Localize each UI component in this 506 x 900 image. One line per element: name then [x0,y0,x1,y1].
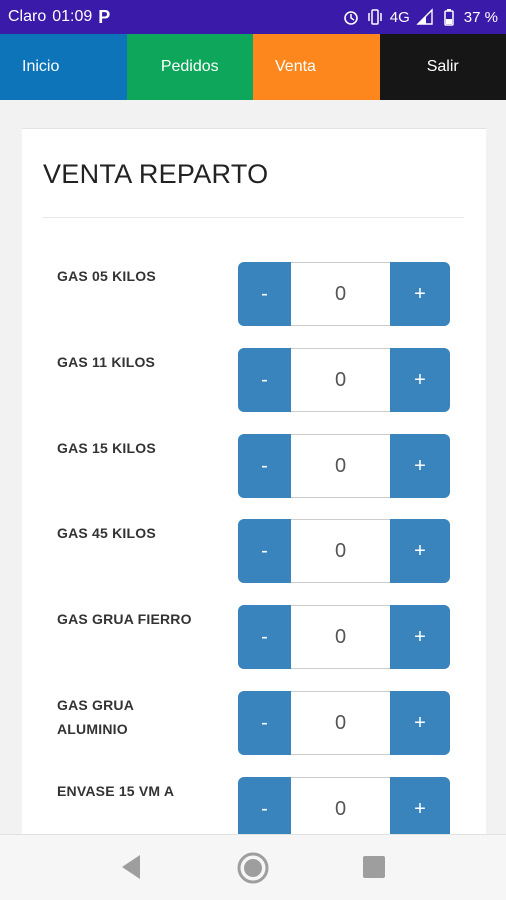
product-label: GAS 11 KILOS [57,354,156,370]
product-label: GAS 05 KILOS [57,268,156,284]
decrement-button[interactable]: - [238,348,291,412]
back-icon[interactable] [118,851,144,883]
parking-app-icon: P [98,7,111,27]
recents-icon[interactable] [363,856,385,878]
product-label: GAS 45 KILOS [57,525,156,541]
product-row: ENVASE 15 VM A - 0 + [22,777,486,834]
nav-pedidos[interactable]: Pedidos [126,34,253,100]
product-label: GAS 15 KILOS [57,440,156,456]
product-label: GAS GRUA FIERRO [57,611,192,627]
product-label: ENVASE 15 VM A [57,783,175,799]
product-row: GAS 15 KILOS - 0 + [22,434,486,500]
sale-card: VENTA REPARTO GAS 05 KILOS - 0 + GAS 11 … [22,128,486,834]
alarm-icon [343,11,358,25]
decrement-button[interactable]: - [238,605,291,669]
product-row: GAS 45 KILOS - 0 + [22,519,486,585]
clock: 01:09 [52,8,93,25]
battery-level: 37 % [463,8,498,26]
product-row: GAS GRUA FIERRO - 0 + [22,605,486,671]
network-type: 4G [389,8,410,26]
quantity-input[interactable]: 0 [291,262,390,326]
quantity-input[interactable]: 0 [291,605,390,669]
decrement-button[interactable]: - [238,691,291,755]
battery-icon [444,9,454,26]
quantity-input[interactable]: 0 [291,519,390,583]
product-row: GAS 05 KILOS - 0 + [22,262,486,328]
quantity-input[interactable]: 0 [291,777,390,834]
quantity-stepper: - 0 + [238,519,450,583]
main-navbar: Inicio Pedidos Venta Salir [0,34,506,100]
nav-inicio[interactable]: Inicio [0,34,127,100]
increment-button[interactable]: + [390,605,450,669]
increment-button[interactable]: + [390,348,450,412]
decrement-button[interactable]: - [238,434,291,498]
decrement-button[interactable]: - [238,777,291,834]
nav-venta[interactable]: Venta [253,34,380,100]
vibrate-icon [368,9,382,25]
carrier-name: Claro [8,8,47,25]
system-navigation-bar [0,834,506,900]
increment-button[interactable]: + [390,691,450,755]
product-label: GAS GRUA ALUMINIO [57,697,134,737]
quantity-input[interactable]: 0 [291,691,390,755]
product-row: GAS 11 KILOS - 0 + [22,348,486,414]
signal-icon [416,8,433,25]
quantity-input[interactable]: 0 [291,348,390,412]
home-icon[interactable] [236,851,270,885]
quantity-stepper: - 0 + [238,348,450,412]
product-row: GAS GRUA ALUMINIO - 0 + [22,691,486,757]
increment-button[interactable]: + [390,434,450,498]
increment-button[interactable]: + [390,777,450,834]
page-title: VENTA REPARTO [43,159,269,189]
title-divider [42,217,464,218]
decrement-button[interactable]: - [238,262,291,326]
nav-salir[interactable]: Salir [379,34,506,100]
decrement-button[interactable]: - [238,519,291,583]
quantity-input[interactable]: 0 [291,434,390,498]
quantity-stepper: - 0 + [238,262,450,326]
quantity-stepper: - 0 + [238,605,450,669]
increment-button[interactable]: + [390,262,450,326]
quantity-stepper: - 0 + [238,434,450,498]
quantity-stepper: - 0 + [238,777,450,834]
quantity-stepper: - 0 + [238,691,450,755]
increment-button[interactable]: + [390,519,450,583]
status-bar: Claro 01:09 P 4G 37 % [0,0,506,34]
